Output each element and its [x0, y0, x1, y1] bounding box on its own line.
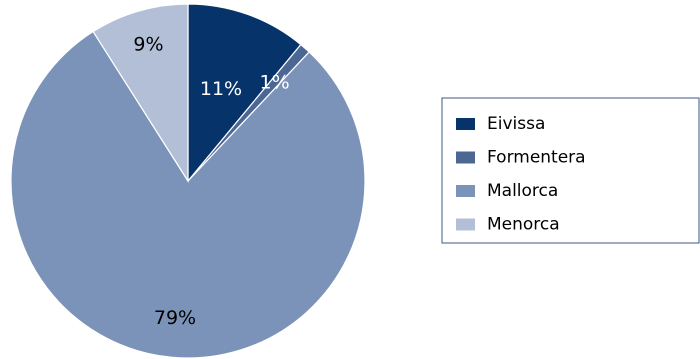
legend-swatch-eivissa [456, 118, 475, 130]
pie-slice-eivissa [187, 3, 302, 183]
legend-swatch-mallorca [456, 185, 475, 197]
pie-slice-menorca [92, 3, 189, 184]
legend-label-menorca: Menorca [487, 215, 560, 235]
legend-swatch-formentera [456, 151, 475, 164]
pie-slices [10, 3, 366, 359]
legend-label-formentera: Formentera [487, 148, 586, 168]
legend: Eivissa Formentera Mallorca Menorca [441, 97, 700, 244]
data-label-menorca: 9% [133, 34, 163, 56]
pie-data-labels: 11% 1% 79% 9% [133, 34, 289, 329]
legend-label-eivissa: Eivissa [487, 114, 545, 134]
legend-label-mallorca: Mallorca [487, 181, 558, 201]
data-label-formentera: 1% [260, 71, 290, 93]
legend-box [441, 97, 700, 244]
legend-items: Eivissa Formentera Mallorca Menorca [456, 114, 586, 235]
pie-slice-mallorca [10, 30, 366, 359]
legend-swatch-menorca [456, 218, 475, 231]
data-label-eivissa: 11% [200, 78, 242, 100]
data-label-mallorca: 79% [154, 307, 196, 329]
